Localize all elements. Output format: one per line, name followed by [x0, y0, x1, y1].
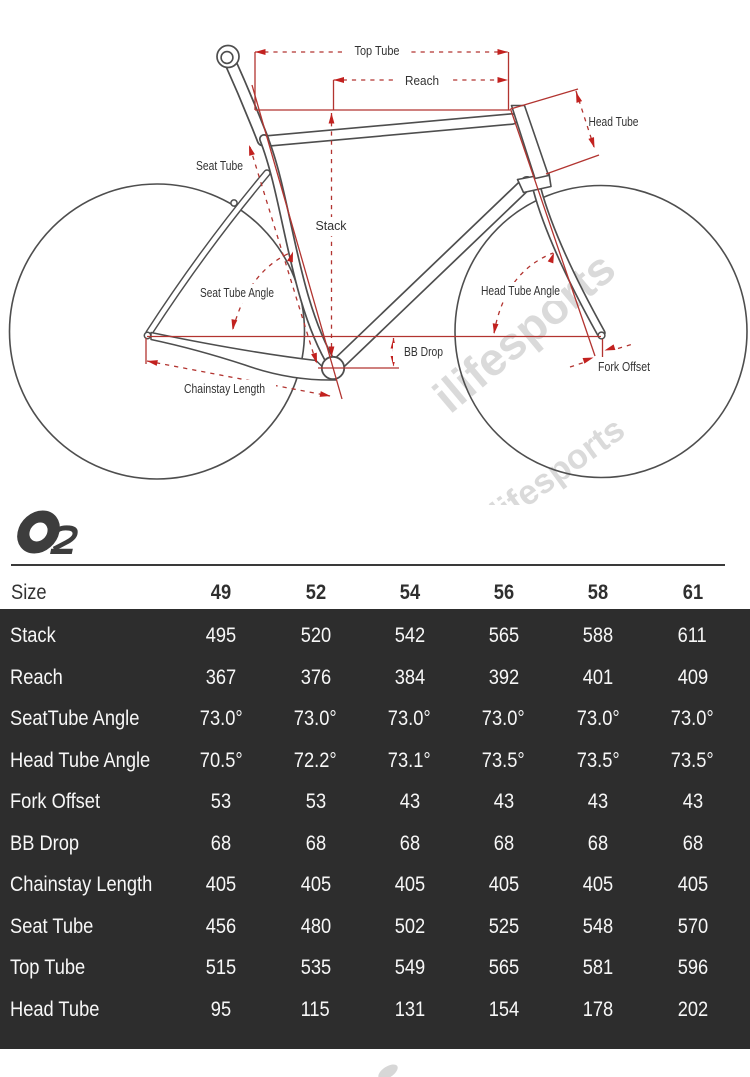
svg-text:Fork Offset: Fork Offset	[598, 360, 650, 374]
svg-text:BB Drop: BB Drop	[404, 345, 443, 359]
svg-text:Head Tube Angle: Head Tube Angle	[481, 284, 560, 298]
svg-text:Seat Tube: Seat Tube	[196, 159, 243, 173]
svg-text:ilifesports: ilifesports	[423, 241, 625, 422]
svg-text:Top Tube: Top Tube	[355, 44, 400, 58]
svg-text:ilifesports: ilifesports	[476, 410, 632, 505]
svg-text:Stack: Stack	[316, 219, 348, 233]
svg-text:Seat Tube Angle: Seat Tube Angle	[200, 286, 274, 300]
svg-text:Chainstay Length: Chainstay Length	[184, 382, 265, 396]
svg-text:Reach: Reach	[405, 74, 439, 88]
svg-text:Head Tube: Head Tube	[589, 115, 639, 129]
